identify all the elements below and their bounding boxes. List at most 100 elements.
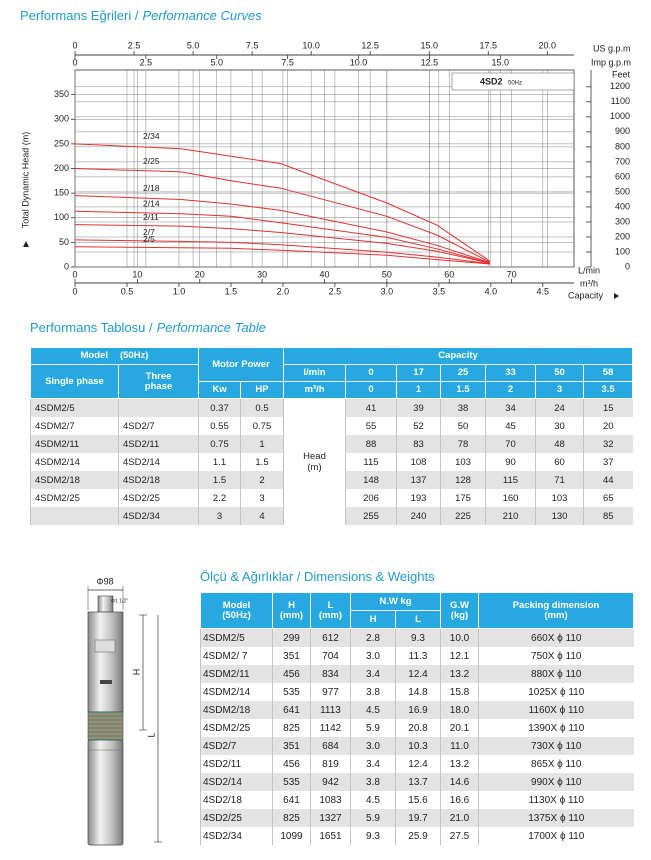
header-text: (50Hz) xyxy=(222,609,251,621)
curve xyxy=(74,143,491,262)
header-cell: Model (50Hz) xyxy=(200,592,273,629)
table-cell: 4SD2/7 xyxy=(118,417,199,435)
header-cell: 50 xyxy=(535,364,584,382)
table-cell: 14.6 xyxy=(440,773,479,791)
table-cell: 1.5 xyxy=(240,453,284,471)
table-row: 4SD2/25 825 1327 5.9 19.7 21.0 1375X ϕ 110 xyxy=(200,809,634,827)
table-cell: 11.0 xyxy=(440,737,479,755)
table-cell: 834 xyxy=(310,665,351,683)
header-cell: Kw xyxy=(198,381,241,399)
table-cell: 34 xyxy=(485,398,536,417)
table-cell: 225 xyxy=(440,507,486,525)
table-cell: 60 xyxy=(535,453,584,471)
header-cell: 33 xyxy=(485,364,536,382)
table-cell: 4SD2/11 xyxy=(118,435,199,453)
table-cell: 5.9 xyxy=(350,809,396,827)
table-row: 4SDM2/25 825 1142 5.9 20.8 20.1 1390X ϕ 110 xyxy=(200,719,634,737)
table-row: 4SD2/34 1099 1651 9.3 25.9 27.5 1700X ϕ 110 xyxy=(200,827,634,845)
table-cell: 148 xyxy=(345,471,397,489)
table-row: 4SDM2/5 299 612 2.8 9.3 10.0 660X ϕ 110 xyxy=(200,628,634,647)
title: Performans Tablosu / xyxy=(30,320,153,335)
curve-label: 2/25 xyxy=(143,156,160,166)
header-cell: L xyxy=(394,610,442,629)
hz-label: (50Hz) xyxy=(119,350,149,361)
table-row: 4SD2/14 535 942 3.8 13.7 14.6 990X ϕ 110 xyxy=(200,773,634,791)
table-cell: 641 xyxy=(272,701,311,719)
curve-label: 2/11 xyxy=(143,212,159,222)
tick-label: 7.5 xyxy=(246,40,259,50)
table-row: 4SDM2/14 4SD2/14 1.1 1.5 115 108 103 90 60 37 xyxy=(30,453,633,471)
y-tick-label: 0 xyxy=(64,261,69,271)
tick-label: 2.5 xyxy=(140,57,153,67)
table-cell: 819 xyxy=(310,755,351,773)
table-cell: 85 xyxy=(582,507,633,525)
table-cell: 55 xyxy=(345,417,397,435)
y-tick-label: 250 xyxy=(54,138,69,148)
table-cell: 13.2 xyxy=(440,755,479,773)
table-cell: 0.75 xyxy=(240,417,284,435)
table-cell: 730X ϕ 110 xyxy=(478,737,634,755)
header-text: (kg) xyxy=(450,609,469,621)
outlet-label: Φ1 1/2" xyxy=(111,598,128,604)
header-cell: G.W (kg) xyxy=(440,592,480,629)
tick-label: 3.5 xyxy=(433,286,446,296)
header-cell: 58 xyxy=(582,364,634,382)
header-row: Model (50Hz) H (mm) L (mm) N.W kg G.W (kg) Packin… xyxy=(200,592,635,629)
y2-tick-label: 600 xyxy=(615,171,630,181)
table-cell: 12.1 xyxy=(440,647,479,665)
table-cell: 27.5 xyxy=(440,827,479,845)
table-cell: 4SD2/14 xyxy=(118,453,199,471)
tick-label: 17.5 xyxy=(480,40,498,50)
header-cell: H xyxy=(350,610,396,629)
table-cell: 115 xyxy=(345,453,397,471)
table-cell: 30 xyxy=(535,417,584,435)
table-cell: 4SD2/18 xyxy=(200,791,273,809)
table-cell: 0.55 xyxy=(198,417,241,435)
table-cell: 88 xyxy=(345,435,397,453)
table-cell xyxy=(30,507,119,525)
curve xyxy=(74,224,490,264)
tick-label: 0 xyxy=(72,269,77,279)
title: Performans Eğrileri / xyxy=(20,8,139,23)
dimensions-table: Model (50Hz) H (mm) L (mm) N.W kg G.W (kg) Packin… xyxy=(200,592,635,845)
tick-label: 50 xyxy=(382,269,392,279)
table-cell: 4SD2/34 xyxy=(200,827,273,845)
table-row: 4SD2/11 456 819 3.4 12.4 13.2 865X ϕ 110 xyxy=(200,755,634,773)
table-cell: 16.9 xyxy=(394,701,441,719)
table-cell: 103 xyxy=(440,453,486,471)
tick-label: 15.0 xyxy=(420,40,438,50)
y-tick-label: 200 xyxy=(54,163,69,173)
table-head: Model (50Hz) Motor Power Capacity Single pha… xyxy=(30,347,634,399)
table-cell: 3.8 xyxy=(350,773,396,791)
chart: 0 2.5 5.0 7.5 10.0 12.5 15.0 17.5 20.0 0 2.5 5.0 7.5… xyxy=(20,40,631,300)
header-cell: H (mm) xyxy=(272,592,311,629)
table-cell: 39 xyxy=(396,398,441,417)
curve xyxy=(74,195,490,264)
header-cell: HP xyxy=(240,381,284,399)
tick-label: 40 xyxy=(319,269,329,279)
table-cell: 535 xyxy=(272,773,311,791)
table-cell: 3.0 xyxy=(350,647,396,665)
table-cell: 10.3 xyxy=(394,737,441,755)
header-cell: Single phase xyxy=(30,364,119,399)
table-row: 4SDM2/18 4SD2/18 1.5 2 148 137 128 115 71 44 xyxy=(30,471,633,489)
table-cell: 12.4 xyxy=(394,665,441,683)
table-cell: 50 xyxy=(440,417,486,435)
axis-title: L/min xyxy=(578,265,600,275)
table-cell: 15 xyxy=(582,398,633,417)
header-cell: Packing dimension (mm) xyxy=(478,592,635,629)
table-cell: 4SD2/7 xyxy=(200,737,273,755)
table-cell: 4SDM2/14 xyxy=(200,683,273,701)
table-cell: 0.75 xyxy=(198,435,241,453)
table-cell: 2.2 xyxy=(198,489,241,507)
table-cell: 1142 xyxy=(310,719,351,737)
table-row: 4SDM2/11 4SD2/11 0.75 1 88 83 78 70 48 32 xyxy=(30,435,633,453)
table-cell: 4SDM2/25 xyxy=(30,489,119,507)
axis-title: US g.p.m xyxy=(593,43,631,53)
tick-label: 1.0 xyxy=(173,286,186,296)
table-cell: 240 xyxy=(396,507,441,525)
table-cell: 65 xyxy=(582,489,633,507)
table-cell: 13.7 xyxy=(394,773,441,791)
table-cell: 45 xyxy=(485,417,536,435)
